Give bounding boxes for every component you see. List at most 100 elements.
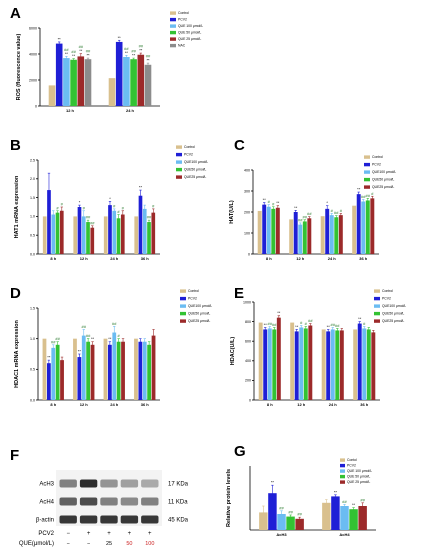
panel-letter: B [10, 137, 21, 154]
bar [86, 222, 90, 254]
bar [121, 341, 125, 400]
x-tick-label: 36 h [141, 402, 150, 407]
que-row-label: QUE(μmol/L) [19, 541, 54, 547]
que-mark: 25 [106, 541, 112, 547]
blot-band [120, 497, 139, 506]
bar [134, 216, 139, 254]
x-tick-label: 24 h [110, 402, 119, 407]
x-tick-label: AcH3 [276, 532, 287, 537]
bar [268, 493, 277, 530]
significance-mark: ** [264, 322, 268, 327]
panel-b: B 0.0 0.5 1.0 1.5 2.0 2.5 HAT1 mRNA expression #… [10, 137, 208, 261]
significance-mark: ## [366, 193, 371, 198]
x-tick-label: 12 h [80, 256, 89, 261]
bar [142, 341, 147, 400]
bar [299, 327, 304, 400]
bar [298, 224, 303, 254]
legend-swatch [180, 289, 186, 293]
significance-mark: ## [86, 215, 91, 220]
significance-mark: # [152, 203, 155, 208]
y-tick-label: 100 [244, 231, 250, 235]
legend-swatch [340, 469, 345, 473]
blot-row-label: β-actin [36, 518, 54, 524]
y-tick-label: 1.0 [30, 215, 35, 219]
legend-swatch [170, 37, 176, 41]
blot-kda-label: 17 KDa [168, 482, 189, 488]
bar [63, 58, 70, 106]
significance-mark: # [113, 203, 116, 208]
bar [115, 41, 123, 106]
significance-mark: ## [131, 49, 136, 54]
legend-label: QUE100 μmol/L [372, 170, 396, 174]
y-tick-label: 400 [244, 168, 250, 172]
bar [90, 227, 95, 254]
bar [86, 341, 91, 400]
significance-mark: ## [86, 49, 91, 54]
legend-label: QUE100 μmol/L [184, 160, 208, 164]
legend-swatch [374, 311, 380, 316]
pcv2-mark: − [66, 531, 70, 537]
legend-label: Control [372, 155, 383, 159]
significance-mark: ** [132, 53, 136, 58]
y-tick-label: 1.5 [30, 196, 35, 200]
legend-label: Control [178, 11, 189, 15]
bar [290, 322, 295, 400]
significance-mark: ** [277, 310, 281, 315]
bar [321, 329, 326, 400]
legend-swatch [180, 311, 186, 316]
significance-mark: # [83, 205, 86, 210]
legend-swatch [340, 458, 345, 462]
y-tick-label: 800 [245, 320, 251, 324]
significance-mark: ## [360, 497, 365, 502]
bar [370, 198, 375, 254]
y-axis-label: HDAC(U/L) [230, 337, 236, 366]
significance-mark: # [56, 205, 59, 210]
bar [286, 516, 295, 530]
bar [352, 205, 357, 254]
bar [51, 347, 56, 400]
x-tick-label: 24 h [126, 108, 135, 113]
legend-label: PCV2 [188, 297, 197, 301]
x-tick-label: 12 h [296, 256, 305, 261]
significance-mark: ** [118, 35, 122, 40]
bar [277, 514, 286, 530]
legend-swatch [170, 30, 176, 35]
bar [322, 502, 331, 530]
significance-mark: # [61, 202, 64, 207]
bar [272, 329, 277, 400]
bar [130, 59, 137, 106]
blot-band [141, 497, 159, 506]
bar [358, 506, 367, 530]
legend-label: QUE50 μmol/L [382, 312, 404, 316]
bar [275, 207, 280, 254]
legend-swatch [176, 152, 182, 157]
panel-letter: F [10, 447, 19, 464]
significance-mark: ## [342, 499, 347, 504]
bar [365, 200, 370, 254]
significance-mark: ## [307, 211, 312, 216]
legend-label: QUE 100 μmol/L [178, 24, 203, 28]
panel-letter: D [10, 285, 21, 302]
blot-kda-label: 11 KDa [168, 500, 188, 506]
significance-mark: ** [125, 50, 129, 55]
legend-swatch [180, 304, 186, 308]
x-tick-label: 24 h [329, 402, 338, 407]
blot-band [141, 515, 159, 524]
significance-mark: ** [79, 48, 83, 53]
y-tick-label: 0 [249, 398, 251, 402]
blot-band [79, 497, 98, 506]
bar [266, 206, 271, 254]
legend-swatch [364, 162, 370, 167]
bar [120, 214, 125, 254]
x-tick-label: 24 h [328, 256, 337, 261]
panel-g: G Relative protein levels ** ## ## ## AcH3 ** ##… [226, 443, 376, 537]
y-axis-label: ROS (fluorescence value) [16, 34, 22, 101]
legend-label: PCV2 [382, 297, 391, 301]
legend-swatch [176, 160, 182, 164]
significance-mark: ## [297, 512, 302, 517]
x-tick-label: 8 h [267, 402, 273, 407]
bar [302, 221, 307, 254]
x-tick-label: 12 h [66, 108, 75, 113]
y-axis-label: HAT1 mRNA expression [14, 175, 20, 238]
bar [138, 341, 143, 400]
